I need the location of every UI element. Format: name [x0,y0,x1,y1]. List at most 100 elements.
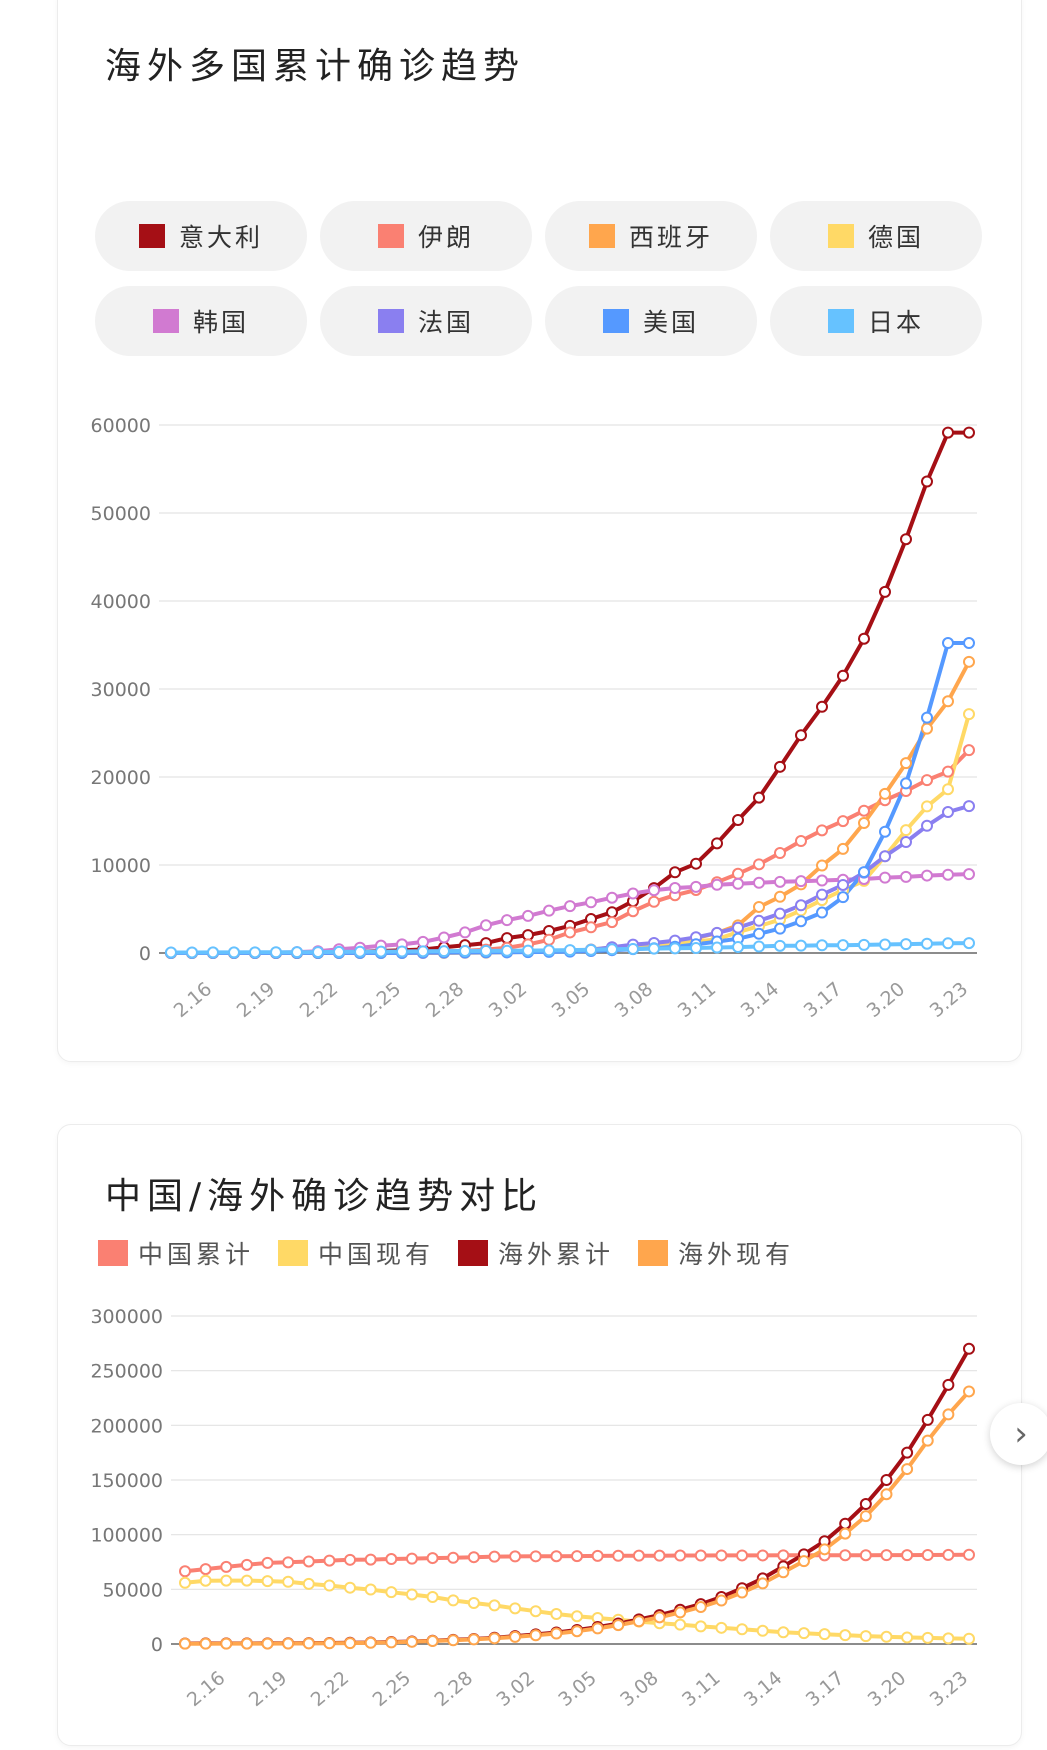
data-point [942,1378,955,1391]
legend-swatch [638,1240,669,1266]
legend-item-overseas-current[interactable]: 海外现有 [638,1235,794,1271]
legend-swatch [377,224,404,248]
data-point [900,870,912,883]
data-point [179,1576,191,1589]
x-tick-label: 3.11 [678,1667,725,1711]
data-point [323,1554,336,1567]
legend-pill-usa[interactable]: 美国 [545,286,757,356]
legend-item-overseas-total[interactable]: 海外累计 [458,1235,614,1271]
data-point [963,744,975,757]
data-point [837,939,849,952]
y-tick-label: 50000 [91,503,151,525]
data-point [774,890,786,903]
data-point [774,922,786,935]
data-point [447,1551,460,1564]
data-point [879,585,891,598]
legend-label: 韩国 [192,308,249,337]
data-point [774,939,786,952]
data-point [900,824,912,837]
legend-pill-italy[interactable]: 意大利 [95,201,307,271]
data-point [837,669,849,682]
data-point [220,1560,233,1573]
data-point [240,1558,253,1571]
legend-pill-spain[interactable]: 西班牙 [545,201,757,271]
data-point [606,916,618,929]
data-point [753,900,765,913]
data-point [669,866,681,879]
data-point [711,941,723,954]
data-point [753,876,765,889]
data-point [715,1621,728,1634]
data-point [921,1413,934,1426]
data-point [797,1627,810,1640]
data-point [612,1549,625,1562]
data-point [529,1605,542,1618]
data-point [690,942,702,955]
legend-item-china-current[interactable]: 中国现有 [278,1235,434,1271]
y-tick-label: 300000 [90,1306,163,1328]
legend-pill-iran[interactable]: 伊朗 [320,201,532,271]
data-point [690,857,702,870]
data-point [963,1385,975,1398]
data-point [839,1527,852,1540]
data-point [963,1632,975,1645]
y-tick-label: 0 [139,943,151,965]
legend-label: 法国 [417,308,474,337]
data-point [612,1619,625,1632]
x-tick-label: 2.25 [369,1667,416,1711]
data-point [736,1623,749,1636]
y-tick-label: 50000 [103,1579,163,1601]
data-point [795,875,807,888]
data-point [228,946,240,959]
data-point [165,946,177,959]
next-chart-button[interactable]: › [990,1403,1047,1465]
data-point [405,1588,418,1601]
data-point [715,1594,728,1607]
data-point [467,1597,480,1609]
legend-swatch [602,309,629,333]
data-point [674,1618,687,1631]
data-point [921,475,933,488]
data-point [364,1636,377,1649]
data-point [543,944,555,957]
data-point [529,1550,542,1563]
data-point [921,937,933,950]
legend-item-china-total[interactable]: 中国累计 [98,1235,254,1271]
legend-swatch [98,1240,128,1266]
data-point [921,722,933,735]
data-point [648,884,660,897]
data-point [220,1637,233,1650]
legend-pill-france[interactable]: 法国 [320,286,532,356]
data-point [385,1636,398,1649]
data-point [690,880,702,893]
data-point [405,1552,418,1565]
data-point [550,1550,563,1563]
x-tick-label: 3.23 [926,1667,973,1711]
data-point [732,877,744,890]
data-point [488,1599,501,1612]
data-point [529,1629,542,1642]
data-point [942,937,954,950]
data-point [405,1635,418,1648]
data-point [417,945,429,958]
data-point [261,1575,274,1588]
legend-pill-germany[interactable]: 德国 [770,201,982,271]
y-tick-label: 30000 [91,679,151,701]
data-point [795,939,807,952]
y-tick-label: 100000 [90,1525,163,1547]
data-point [564,944,576,957]
data-point [488,1550,501,1563]
data-point [901,1631,914,1644]
data-point [302,1637,315,1650]
data-point [900,777,912,790]
x-tick-label: 2.19 [245,1667,292,1711]
data-point [438,931,450,944]
data-point [606,891,618,904]
data-point [816,874,828,887]
data-point [585,943,597,956]
legend-pill-japan[interactable]: 日本 [770,286,982,356]
legend-swatch [152,309,179,333]
data-point [963,708,975,721]
legend-pill-korea[interactable]: 韩国 [95,286,307,356]
